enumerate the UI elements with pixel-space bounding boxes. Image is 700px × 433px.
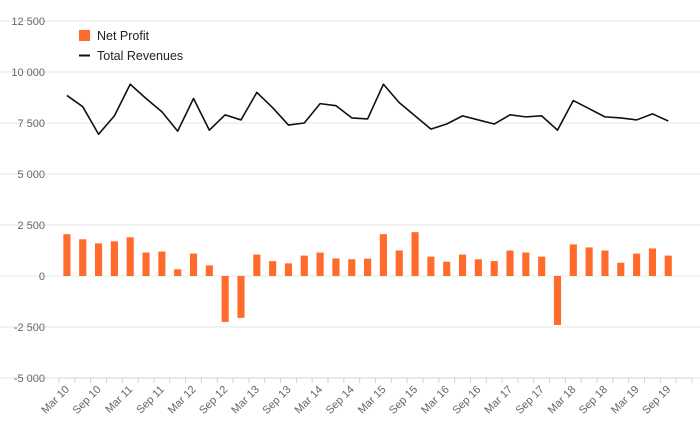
x-tick-label: Sep 12 (197, 384, 230, 417)
net-profit-bar (553, 276, 562, 325)
legend-label-total-revenues: Total Revenues (97, 49, 183, 63)
x-tick-label: Mar 14 (293, 384, 326, 417)
x-tick-label: Sep 19 (640, 384, 673, 417)
net-profit-bar (411, 232, 419, 276)
net-profit-bar (237, 276, 245, 318)
net-profit-bar (633, 253, 641, 276)
x-tick-label: Mar 10 (39, 384, 72, 417)
grid-lines (0, 20, 700, 379)
x-tick-label: Mar 12 (166, 384, 199, 417)
net-profit-bar (617, 262, 625, 276)
net-profit-bar (316, 252, 324, 276)
net-profit-bar (332, 258, 340, 276)
y-tick-label: 0 (39, 271, 45, 283)
net-profit-bar (63, 234, 71, 276)
y-tick-label: -5 000 (14, 373, 45, 385)
y-tick-label: -2 500 (14, 322, 45, 334)
net-profit-bar (664, 255, 672, 276)
net-profit-bar (284, 263, 293, 276)
net-profit-bar (221, 276, 229, 322)
x-tick-label: Sep 17 (514, 384, 547, 417)
x-tick-label: Mar 16 (419, 384, 452, 417)
net-profit-bar (158, 251, 166, 276)
y-tick-label: 5 000 (17, 169, 45, 181)
net-profit-bar (427, 256, 435, 276)
y-axis-tick-labels: 12 500 10 000 7 500 5 000 2 500 0 -2 500 -5 000 (11, 16, 45, 385)
x-tick-label: Mar 11 (103, 384, 135, 416)
x-tick-label: Mar 15 (356, 384, 389, 417)
net-profit-bar (395, 250, 403, 276)
legend: Net Profit Total Revenues (79, 29, 183, 63)
x-tick-label: Mar 13 (229, 384, 262, 417)
net-profit-bar (205, 265, 213, 276)
net-profit-bar (522, 252, 530, 276)
net-profit-bar (142, 252, 150, 276)
net-profit-bar (443, 261, 451, 276)
net-profit-bar (379, 234, 387, 276)
net-profit-bar (601, 250, 609, 276)
net-profit-bar (253, 254, 261, 276)
total-revenues-line-layer (66, 83, 669, 136)
net-profit-bar (95, 243, 103, 276)
net-profit-bar (585, 247, 593, 276)
net-profit-bar (506, 250, 514, 276)
x-tick-label: Sep 10 (71, 384, 104, 417)
net-profit-bar (300, 255, 308, 276)
legend-label-net-profit: Net Profit (97, 29, 150, 43)
x-tick-label: Sep 16 (450, 384, 483, 417)
y-tick-label: 12 500 (11, 16, 45, 28)
net-profit-bar (458, 254, 467, 276)
x-tick-label: Sep 11 (134, 384, 167, 417)
net-profit-bar (79, 239, 87, 276)
net-profit-bar (474, 259, 482, 276)
x-tick-label: Mar 18 (546, 384, 579, 417)
net-profit-bar (110, 241, 118, 276)
y-tick-label: 10 000 (11, 67, 45, 79)
net-profit-bar (648, 248, 656, 276)
net-profit-bar (538, 256, 546, 276)
net-profit-bar (126, 237, 134, 276)
net-profit-bar (189, 253, 198, 276)
x-tick-label: Sep 18 (577, 384, 610, 417)
x-tick-label: Sep 15 (387, 384, 420, 417)
net-profit-bars (63, 232, 672, 325)
x-tick-label: Sep 13 (260, 384, 293, 417)
y-tick-label: 2 500 (17, 220, 45, 232)
x-tick-label: Sep 14 (324, 384, 357, 417)
net-profit-bar (269, 261, 277, 276)
net-profit-bar (174, 269, 182, 276)
net-profit-bar (490, 261, 498, 276)
net-profit-bar (569, 244, 577, 276)
net-profit-bar (348, 259, 356, 276)
x-tick-label: Mar 17 (482, 384, 515, 417)
legend-swatch-net-profit (79, 30, 90, 41)
x-tick-label: Mar 19 (609, 384, 642, 417)
net-profit-bar (364, 258, 372, 276)
y-tick-label: 7 500 (17, 118, 45, 130)
total-revenues-line (66, 83, 669, 136)
